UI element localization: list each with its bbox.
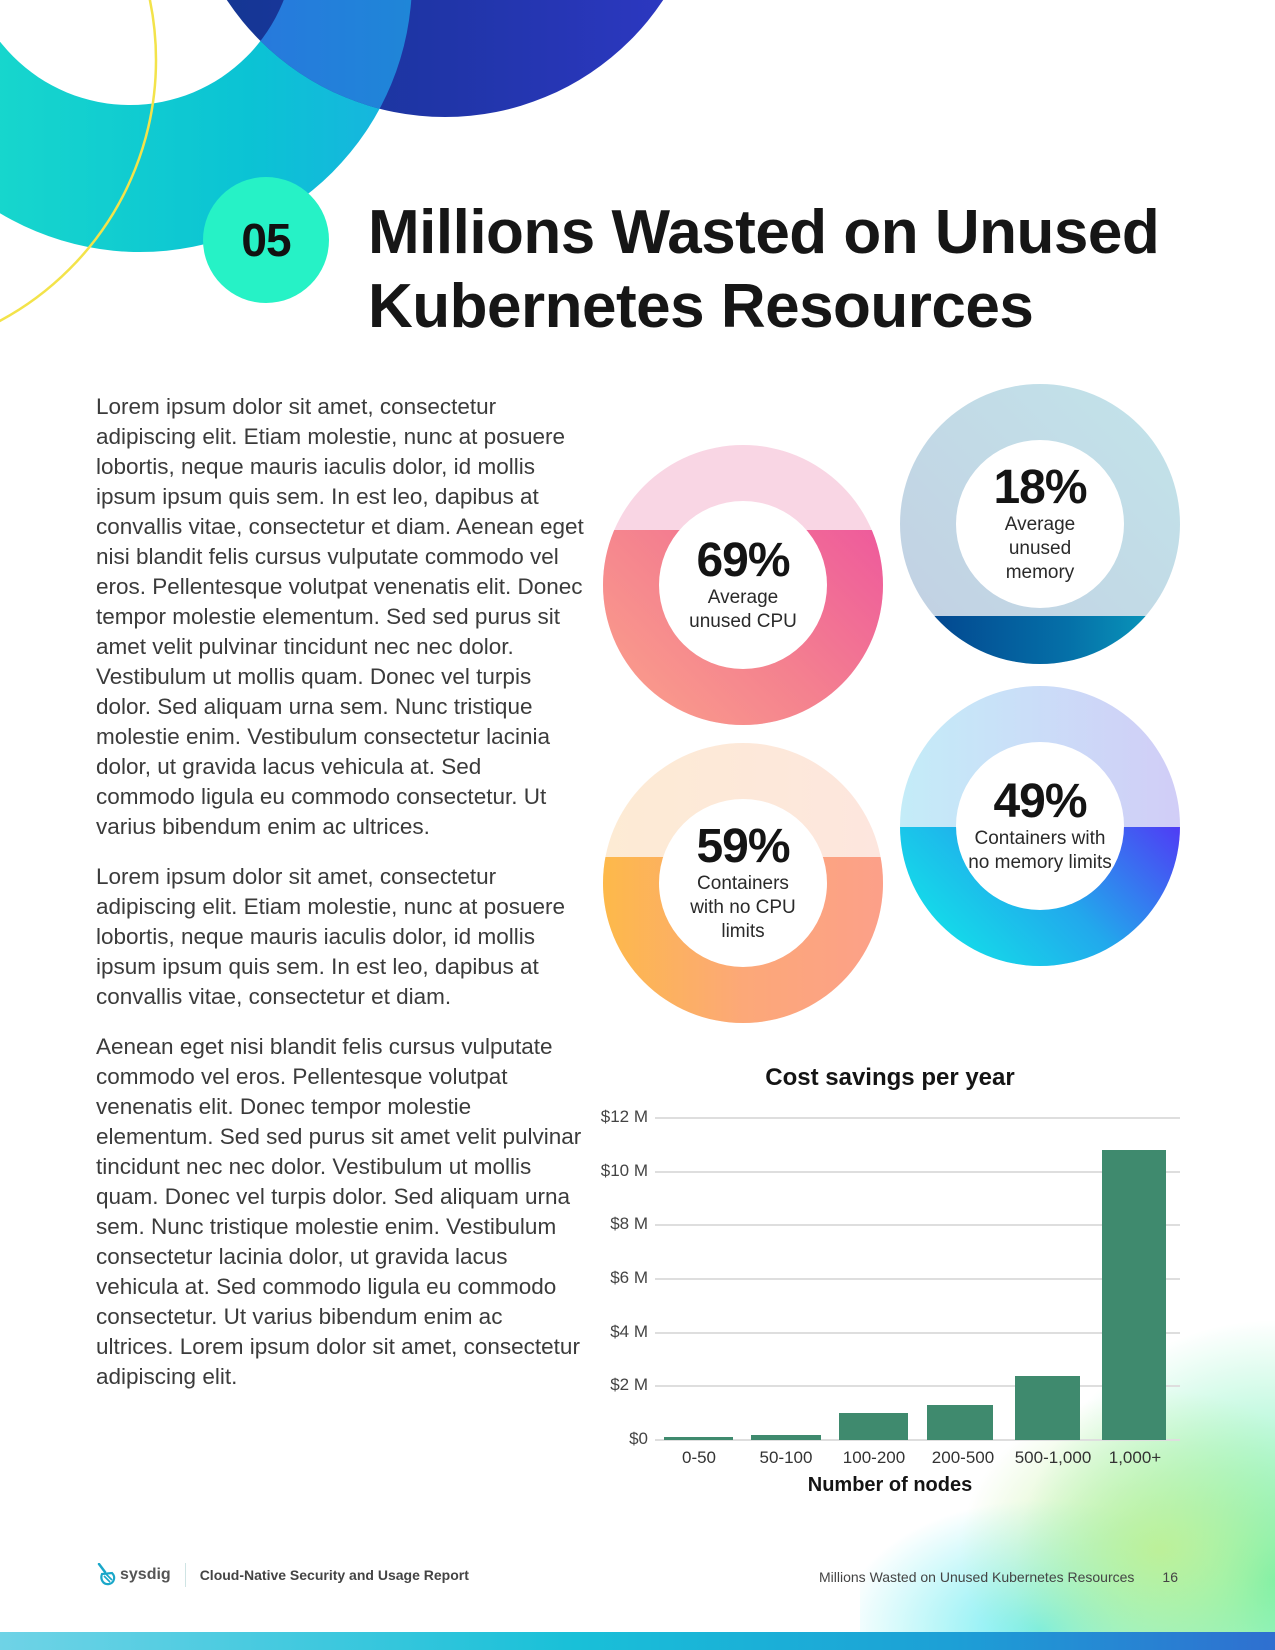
- gridline: [655, 1439, 1180, 1441]
- report-name: Cloud-Native Security and Usage Report: [199, 1567, 469, 1583]
- stat-donut-unused-memory: 18% Average unused memory: [900, 384, 1180, 664]
- gridline: [655, 1171, 1180, 1173]
- cost-savings-bar-chart: Cost savings per year $12 M $10 M $8 M $…: [580, 1050, 1200, 1500]
- page-title: Millions Wasted on Unused Kubernetes Res…: [368, 196, 1228, 344]
- stat-value: 49%: [993, 775, 1087, 828]
- body-paragraph: Aenean eget nisi blandit felis cursus vu…: [96, 1034, 582, 1389]
- footer-section-name: Millions Wasted on Unused Kubernetes Res…: [819, 1569, 1135, 1585]
- gridline: [655, 1385, 1180, 1387]
- bar-0-50: [664, 1437, 733, 1440]
- page-title-line-1: Millions Wasted on Unused: [368, 198, 1160, 267]
- y-tick-label: $10 M: [600, 1161, 648, 1180]
- stat-label: Average unused CPU: [689, 587, 797, 632]
- y-tick-label: $2 M: [610, 1375, 648, 1394]
- page-number: 16: [1162, 1569, 1178, 1585]
- page-title-line-2: Kubernetes Resources: [368, 272, 1034, 341]
- gridline: [655, 1332, 1180, 1334]
- bar-1,000+: [1102, 1150, 1166, 1440]
- body-paragraph: Lorem ipsum dolor sit amet, consectetur …: [96, 394, 584, 839]
- stat-value: 59%: [696, 820, 790, 873]
- x-tick-label: 0-50: [681, 1448, 717, 1467]
- sysdig-logo: sysdig: [96, 1563, 171, 1587]
- gridline: [655, 1224, 1180, 1226]
- section-number-badge: 05: [203, 177, 329, 303]
- corner-gradient-glow: [860, 1250, 1275, 1650]
- stat-donut-no-memory-limits: 49% Containers with no memory limits: [900, 686, 1180, 966]
- x-tick-label: 50-100: [759, 1448, 813, 1467]
- brand-name: sysdig: [120, 1566, 171, 1583]
- x-tick-label: 500-1,000: [1014, 1448, 1092, 1467]
- x-tick-label: 100-200: [842, 1448, 906, 1467]
- footer-right: Millions Wasted on Unused Kubernetes Res…: [819, 1569, 1178, 1585]
- stat-value: 18%: [993, 461, 1087, 514]
- y-tick-label: $6 M: [610, 1268, 648, 1287]
- stat-label: Containers with no memory limits: [968, 828, 1112, 873]
- body-text-column: Lorem ipsum dolor sit amet, consectetur …: [96, 392, 586, 1412]
- bottom-color-bar: [0, 1632, 1275, 1650]
- stat-label: Containers with no CPU limits: [690, 873, 796, 942]
- stat-donut-no-cpu-limits: 59% Containers with no CPU limits: [603, 743, 883, 1023]
- x-tick-label: 1,000+: [1108, 1448, 1162, 1467]
- y-tick-label: $8 M: [610, 1214, 648, 1233]
- bar-100-200: [839, 1413, 908, 1440]
- sysdig-shovel-icon: [97, 1563, 116, 1586]
- y-tick-label: $0: [629, 1429, 648, 1448]
- gridline: [655, 1278, 1180, 1280]
- body-paragraph: Lorem ipsum dolor sit amet, consectetur …: [96, 864, 565, 1009]
- y-tick-label: $12 M: [600, 1107, 648, 1126]
- footer-divider: [184, 1563, 186, 1587]
- x-tick-label: 200-500: [931, 1448, 995, 1467]
- bar-200-500: [927, 1405, 993, 1440]
- gridline: [655, 1117, 1180, 1119]
- x-axis-title: Number of nodes: [807, 1474, 973, 1496]
- stat-label: Average unused memory: [1004, 514, 1076, 583]
- footer-left: sysdig Cloud-Native Security and Usage R…: [96, 1563, 469, 1587]
- y-tick-label: $4 M: [610, 1322, 648, 1341]
- stat-value: 69%: [696, 534, 790, 587]
- bar-500-1,000: [1015, 1375, 1080, 1440]
- chart-title: Cost savings per year: [765, 1064, 1015, 1091]
- stat-donut-unused-cpu: 69% Average unused CPU: [603, 445, 883, 725]
- bar-50-100: [751, 1434, 821, 1440]
